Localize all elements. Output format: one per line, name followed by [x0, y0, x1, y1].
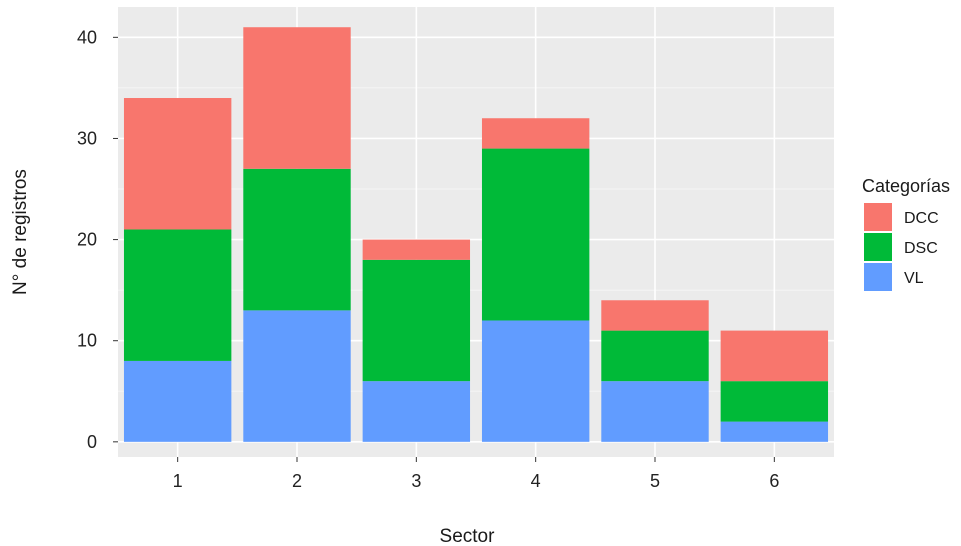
x-axis-title: Sector [440, 526, 496, 546]
bar-segment-vl-sector-2 [243, 310, 351, 442]
grid-minor [118, 87, 834, 392]
x-tick-label: 4 [531, 471, 541, 491]
y-tick-label: 40 [77, 27, 97, 47]
x-tick-label: 1 [173, 471, 183, 491]
bar-segment-dcc-sector-3 [362, 239, 471, 260]
legend-label-dcc: DCC [904, 210, 939, 227]
bar-segment-vl-sector-4 [481, 320, 590, 442]
x-tick-label: 6 [769, 471, 779, 491]
bar-segment-vl-sector-5 [601, 381, 709, 442]
y-tick-label: 10 [77, 331, 97, 351]
bars [123, 27, 829, 442]
bar-segment-dcc-sector-5 [601, 300, 709, 331]
bar-segment-dcc-sector-2 [243, 27, 351, 169]
legend: Categorías DCC DSC VL [862, 176, 950, 291]
y-tick-label: 20 [77, 230, 97, 250]
legend-label-vl: VL [904, 270, 924, 287]
legend-title: Categorías [862, 176, 950, 196]
x-tick-label: 2 [292, 471, 302, 491]
bar-segment-dcc-sector-1 [123, 98, 232, 230]
plot-panel [118, 7, 834, 457]
bar-segment-vl-sector-3 [362, 381, 471, 442]
y-tick-label: 0 [87, 432, 97, 452]
x-tick-label: 3 [411, 471, 421, 491]
legend-key-dsc [864, 233, 892, 261]
y-axis-ticks: 0 10 20 30 40 [77, 27, 118, 452]
bar-segment-vl-sector-1 [123, 360, 232, 442]
bar-segment-dsc-sector-1 [123, 229, 232, 361]
legend-key-vl [864, 263, 892, 291]
bar-segment-dsc-sector-2 [243, 168, 351, 311]
legend-label-dsc: DSC [904, 240, 938, 257]
bar-segment-dsc-sector-5 [601, 330, 709, 382]
bar-segment-dsc-sector-3 [362, 259, 471, 382]
bar-segment-dcc-sector-4 [481, 118, 590, 149]
bar-segment-dcc-sector-6 [720, 330, 829, 382]
bar-segment-dsc-sector-4 [481, 148, 590, 321]
x-axis-ticks: 1 2 3 4 5 6 [173, 457, 779, 491]
bar-segment-vl-sector-6 [720, 421, 829, 442]
y-axis-title: N° de registros [10, 169, 31, 295]
bar-segment-dsc-sector-6 [720, 381, 829, 422]
legend-key-dcc [864, 203, 892, 231]
y-tick-label: 30 [77, 128, 97, 148]
x-tick-label: 5 [650, 471, 660, 491]
